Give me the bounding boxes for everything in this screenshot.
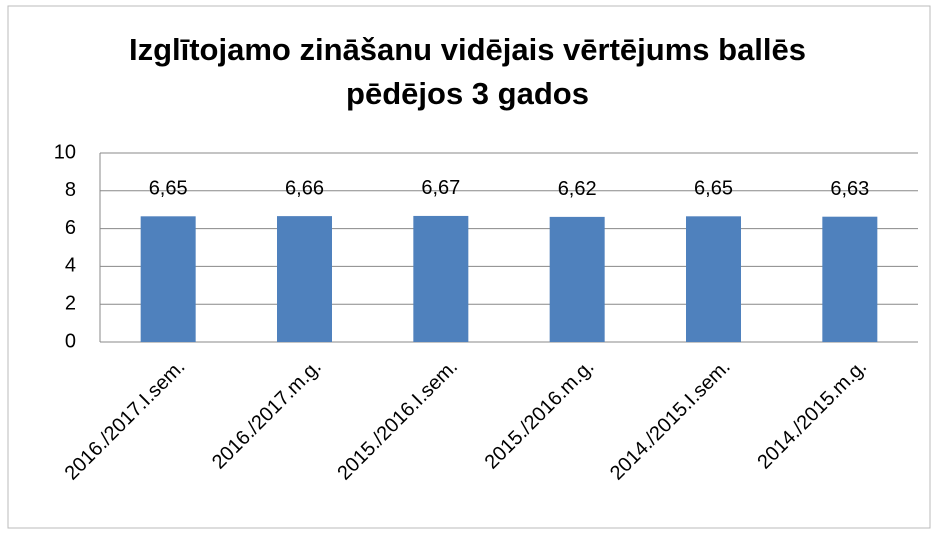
value-label: 6,63 — [830, 178, 869, 200]
y-tick-label: 4 — [65, 255, 76, 277]
x-tick-label: 2014./2015.m.g. — [753, 356, 871, 474]
y-tick-label: 0 — [65, 330, 76, 352]
x-tick-label: 2015./2016.m.g. — [481, 356, 599, 474]
x-tick-label: 2015./2016.I.sem. — [333, 356, 462, 485]
x-tick-label: 2016./2017.I.sem. — [61, 356, 190, 485]
y-tick-label: 6 — [65, 217, 76, 239]
bar — [413, 215, 469, 342]
value-label: 6,66 — [285, 177, 324, 199]
chart-title: Izglītojamo zināšanu vidējais vērtējums … — [128, 32, 807, 111]
value-label: 6,65 — [149, 178, 188, 200]
y-tick-label: 2 — [65, 292, 76, 314]
chart-frame — [7, 5, 931, 529]
value-label: 6,62 — [558, 178, 597, 200]
y-tick-label: 8 — [65, 179, 76, 201]
bar — [686, 216, 741, 342]
bar — [822, 216, 878, 342]
value-label: 6,67 — [421, 177, 460, 199]
bar — [277, 216, 332, 342]
x-tick-label: 2016./2017.m.g. — [208, 356, 326, 474]
bar — [140, 216, 196, 342]
x-tick-label: 2014./2015.I.sem. — [606, 356, 735, 485]
y-tick-label: 10 — [54, 141, 76, 163]
value-label: 6,65 — [694, 178, 733, 200]
bar — [549, 216, 605, 342]
